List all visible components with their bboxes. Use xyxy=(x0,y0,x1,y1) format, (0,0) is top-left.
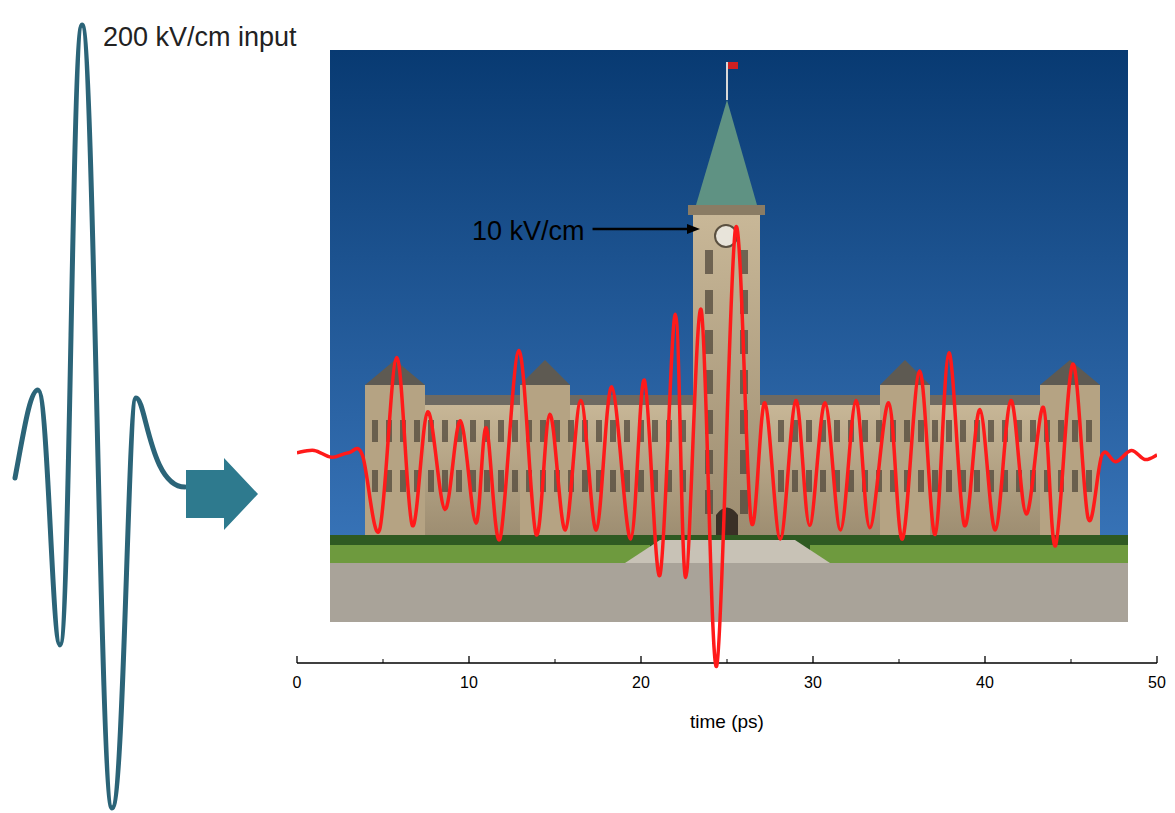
x-minor-tick xyxy=(1071,659,1072,663)
x-minor-tick xyxy=(899,659,900,663)
annotation-arrow xyxy=(593,228,690,231)
x-tick-label: 40 xyxy=(976,674,994,691)
input-pulse xyxy=(15,25,185,808)
input-label: 200 kV/cm input xyxy=(103,22,297,52)
peak-label: 10 kV/cm xyxy=(472,216,585,246)
x-tick xyxy=(1156,656,1157,663)
x-tick-label: 0 xyxy=(293,674,302,691)
x-tick-label: 20 xyxy=(632,674,650,691)
figure: 0 10 20 30 40 50 time (ps) 200 kV/cm input 10 kV… xyxy=(0,0,1175,813)
x-minor-tick xyxy=(383,659,384,663)
annotation-arrowhead xyxy=(687,224,700,234)
x-tick xyxy=(296,656,297,663)
x-tick xyxy=(468,656,469,663)
x-tick-label: 10 xyxy=(460,674,478,691)
x-minor-tick xyxy=(555,659,556,663)
block-arrow xyxy=(186,458,258,530)
x-axis: 0 10 20 30 40 50 time (ps) xyxy=(293,656,1166,732)
x-minor-tick xyxy=(727,659,728,663)
x-tick xyxy=(812,656,813,663)
x-tick xyxy=(984,656,985,663)
x-tick-label: 50 xyxy=(1148,674,1166,691)
x-tick xyxy=(640,656,641,663)
x-axis-title: time (ps) xyxy=(690,711,764,732)
plot-area xyxy=(297,227,1157,667)
waveform-line xyxy=(297,227,1157,667)
x-tick-label: 30 xyxy=(804,674,822,691)
